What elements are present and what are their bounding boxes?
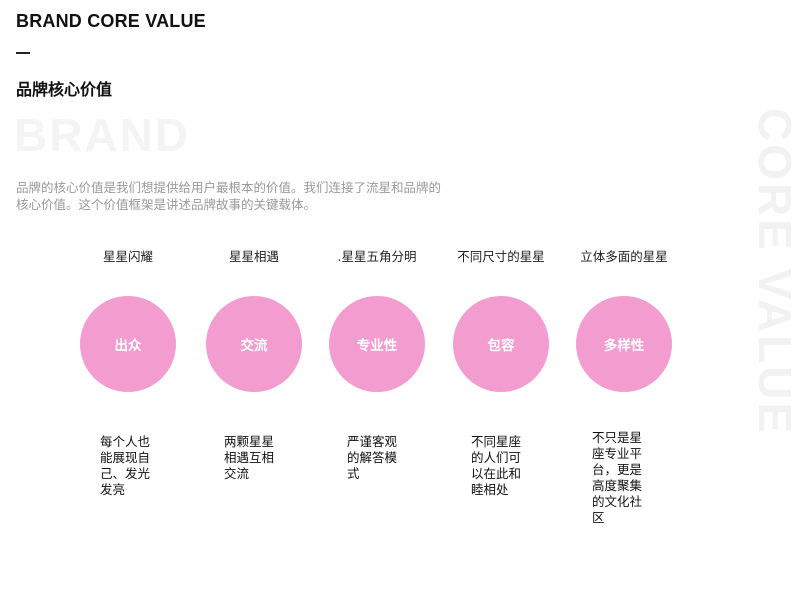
title-divider <box>16 52 30 54</box>
value-description: 不只是星座专业平台，更是高度聚集的文化社区 <box>592 430 643 525</box>
value-circle: 专业性 <box>329 296 425 392</box>
value-keyword: 出众 <box>114 338 142 354</box>
value-circle: 包容 <box>453 296 549 392</box>
value-heading: .星星五角分明 <box>337 249 417 264</box>
value-keyword: 专业性 <box>356 338 398 354</box>
value-circle: 交流 <box>206 296 302 392</box>
value-description: 严谨客观的解答模式 <box>347 434 398 481</box>
value-description: 每个人也能展现自己、发光发亮 <box>100 434 151 497</box>
value-keyword: 多样性 <box>603 338 645 354</box>
intro-paragraph: 品牌的核心价值是我们想提供给用户最根本的价值。我们连接了流星和品牌的核心价值。这… <box>16 180 442 212</box>
value-heading: 星星闪耀 <box>102 249 153 264</box>
value-circle: 多样性 <box>576 296 672 392</box>
watermark-core-value: CORE VALUE <box>749 108 800 437</box>
value-heading: 星星相遇 <box>228 249 279 264</box>
chinese-title: 品牌核心价值 <box>16 80 113 99</box>
value-description: 不同星座的人们可以在此和睦相处 <box>471 434 522 497</box>
watermark-brand: BRAND <box>14 109 191 161</box>
value-keyword: 交流 <box>240 338 268 354</box>
value-circle: 出众 <box>80 296 176 392</box>
value-heading: 不同尺寸的星星 <box>457 249 545 264</box>
value-heading: 立体多面的星星 <box>580 249 668 264</box>
value-keyword: 包容 <box>487 338 515 354</box>
value-description: 两颗星星相遇互相交流 <box>224 434 275 481</box>
english-title: BRAND CORE VALUE <box>16 11 206 31</box>
